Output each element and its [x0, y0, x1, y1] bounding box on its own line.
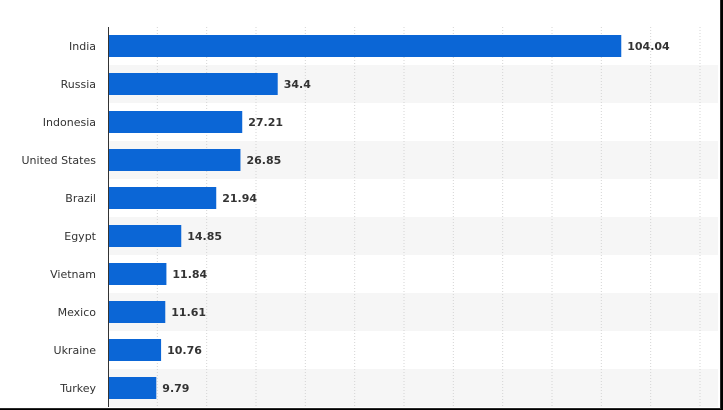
bar-india — [109, 35, 622, 57]
data-label: 14.85 — [187, 230, 222, 243]
bar-egypt — [109, 225, 182, 247]
data-label: 34.4 — [284, 78, 311, 91]
data-label: 27.21 — [248, 116, 283, 129]
category-label: Brazil — [65, 192, 96, 205]
data-label: 9.79 — [162, 382, 189, 395]
data-label: 26.85 — [246, 154, 281, 167]
bar-mexico — [109, 301, 166, 323]
bar-indonesia — [109, 111, 243, 133]
bar-united-states — [109, 149, 241, 171]
bar-russia — [109, 73, 278, 95]
category-label: Ukraine — [54, 344, 97, 357]
bar-ukraine — [109, 339, 162, 361]
category-label: Vietnam — [50, 268, 96, 281]
category-label: Mexico — [58, 306, 97, 319]
data-label: 104.04 — [627, 40, 670, 53]
category-label: Egypt — [64, 230, 96, 243]
data-label: 11.84 — [172, 268, 207, 281]
category-label: Indonesia — [43, 116, 96, 129]
row-band — [108, 293, 718, 331]
row-band — [108, 369, 718, 407]
category-label: Turkey — [59, 382, 96, 395]
category-label: Russia — [61, 78, 96, 91]
data-label: 21.94 — [222, 192, 257, 205]
category-label: United States — [22, 154, 97, 167]
data-label: 11.61 — [171, 306, 206, 319]
category-label: India — [69, 40, 96, 53]
bar-brazil — [109, 187, 217, 209]
bar-vietnam — [109, 263, 167, 285]
bar-turkey — [109, 377, 157, 399]
row-band — [108, 217, 718, 255]
data-label: 10.76 — [167, 344, 202, 357]
